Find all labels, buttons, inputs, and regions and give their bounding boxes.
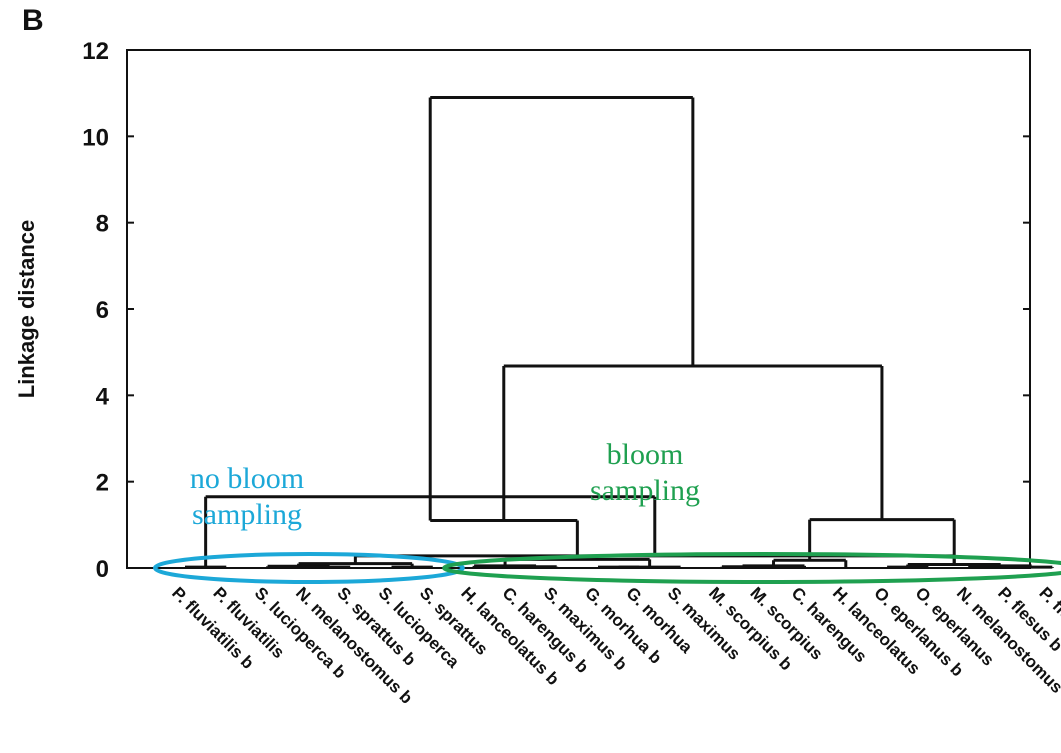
y-tick-label: 0 xyxy=(96,556,109,583)
bloom-annotation: sampling xyxy=(590,474,700,507)
bloom-ellipse xyxy=(442,552,1061,584)
axes: 0 2 4 6 8 10 12 Linkage distance xyxy=(14,38,1031,583)
bloom-annotation: bloom xyxy=(607,438,684,471)
no-bloom-annotation: sampling xyxy=(192,498,302,531)
y-tick-label: 8 xyxy=(96,211,109,238)
y-tick-label: 6 xyxy=(96,297,109,324)
dendrogram-links xyxy=(183,95,1054,569)
panel-label: B xyxy=(22,4,44,37)
y-tick-label: 2 xyxy=(96,470,109,497)
group-ellipses xyxy=(153,552,1061,584)
no-bloom-ellipse xyxy=(153,552,465,584)
y-tick-label: 12 xyxy=(82,38,109,65)
y-axis-title: Linkage distance xyxy=(14,220,39,399)
y-tick-label: 4 xyxy=(96,383,110,410)
no-bloom-annotation: no bloom xyxy=(190,462,304,495)
y-tick-label: 10 xyxy=(82,124,109,151)
